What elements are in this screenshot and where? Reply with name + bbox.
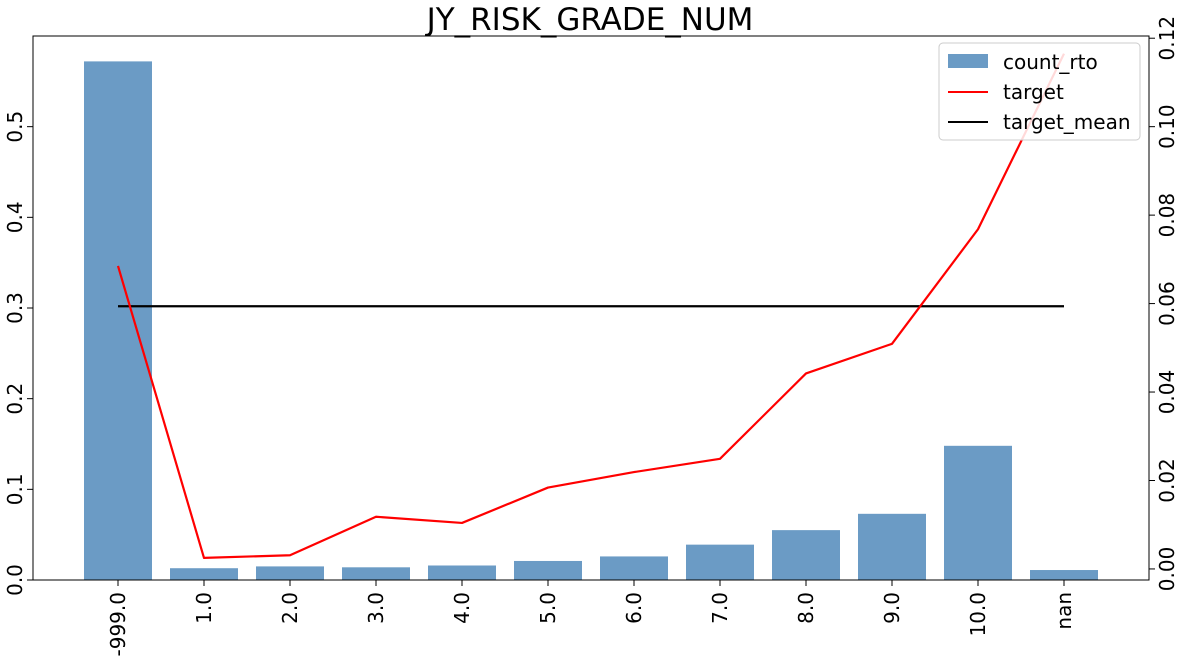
- chart-title: JY_RISK_GRADE_NUM: [425, 2, 754, 38]
- x-tick-label-8: 8.0: [794, 592, 818, 624]
- bar-2: [256, 566, 324, 580]
- lines-group: [116, 53, 1065, 559]
- bar-10: [944, 445, 1012, 580]
- y-left-tick-label-4: 0.4: [3, 201, 27, 233]
- x-tick-label-0: -999.0: [106, 592, 130, 656]
- y-left-tick-label-1: 0.1: [3, 473, 27, 505]
- bars-group: [84, 61, 1098, 581]
- y-left-tick-label-0: 0.0: [3, 564, 27, 596]
- x-tick-label-7: 7.0: [708, 592, 732, 624]
- bar-0: [84, 61, 152, 581]
- x-tick-label-10: 10.0: [966, 592, 990, 637]
- legend: count_rto target target_mean: [938, 42, 1141, 141]
- legend-label-count-rto: count_rto: [1003, 50, 1098, 74]
- bar-9: [858, 513, 926, 580]
- bar-5: [514, 560, 582, 580]
- x-tick-label-11: nan: [1052, 592, 1076, 630]
- y-left-tick-label-5: 0.5: [3, 111, 27, 143]
- y-right-tick-label-3: 0.06: [1155, 281, 1179, 326]
- x-axis: -999.0 1.0 2.0 3.0 4.0 5.0 6.0 7.0 8.0 9.0 10.0 nan: [106, 580, 1076, 656]
- legend-label-target: target: [1003, 80, 1064, 104]
- x-tick-label-9: 9.0: [880, 592, 904, 624]
- y-left-tick-label-2: 0.2: [3, 383, 27, 415]
- legend-swatch-count-rto: [948, 54, 988, 68]
- y-axis-right: 0.00 0.02 0.04 0.06 0.08 0.10 0.12: [1149, 16, 1179, 591]
- x-tick-label-5: 5.0: [536, 592, 560, 624]
- y-left-tick-label-3: 0.3: [3, 292, 27, 324]
- series-line-target: [116, 53, 1065, 559]
- bar-7: [686, 544, 754, 580]
- legend-box: [938, 42, 1141, 141]
- x-tick-label-3: 3.0: [364, 592, 388, 624]
- bar-3: [342, 567, 410, 580]
- x-tick-label-1: 1.0: [192, 592, 216, 624]
- y-right-tick-label-2: 0.04: [1155, 370, 1179, 415]
- x-tick-label-4: 4.0: [450, 592, 474, 624]
- y-right-tick-label-0: 0.00: [1155, 547, 1179, 592]
- legend-label-target-mean: target_mean: [1003, 110, 1131, 134]
- y-right-tick-label-6: 0.12: [1155, 16, 1179, 61]
- bar-4: [428, 565, 496, 580]
- x-tick-label-2: 2.0: [278, 592, 302, 624]
- y-right-tick-label-1: 0.02: [1155, 458, 1179, 503]
- bar-6: [600, 556, 668, 580]
- y-right-tick-label-4: 0.08: [1155, 193, 1179, 238]
- y-axis-left: 0.0 0.1 0.2 0.3 0.4 0.5: [3, 111, 33, 596]
- bar-1: [170, 568, 238, 580]
- bar-11: [1030, 570, 1098, 580]
- x-tick-label-6: 6.0: [622, 592, 646, 624]
- y-right-tick-label-5: 0.10: [1155, 104, 1179, 149]
- bar-8: [772, 530, 840, 580]
